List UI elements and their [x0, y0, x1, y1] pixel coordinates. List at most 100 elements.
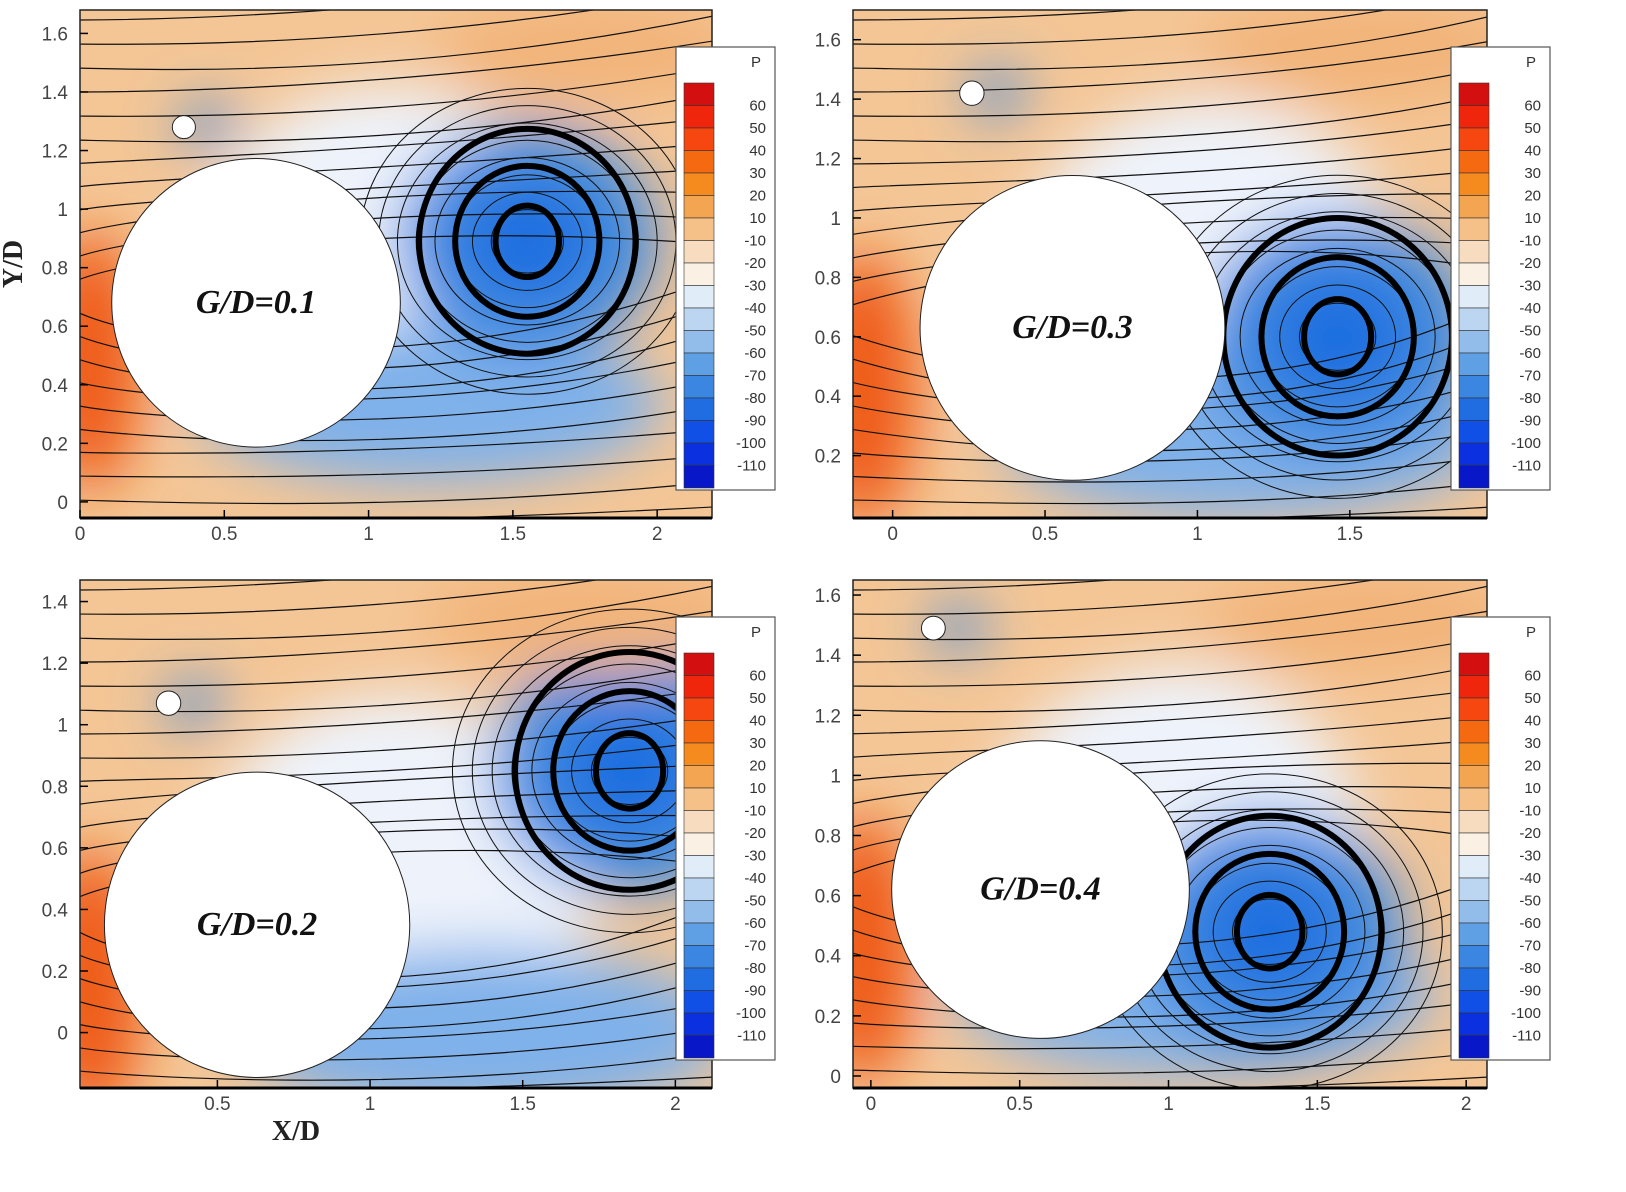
small-cylinder — [171, 115, 196, 140]
stagnation-high-pressure — [853, 251, 917, 518]
colorbar-title: P — [1526, 54, 1536, 71]
colorbar-title: P — [751, 624, 761, 641]
colorbar-level-label: -40 — [1519, 870, 1541, 887]
y-tick-label: 0.2 — [42, 962, 68, 983]
x-tick-label: 0.5 — [1032, 524, 1058, 545]
streamline-loop — [590, 736, 669, 805]
x-tick-label: 1 — [365, 1094, 376, 1115]
y-tick-label: 0 — [57, 493, 68, 514]
streamline — [80, 714, 712, 759]
y-tick-label: 0.6 — [815, 887, 841, 908]
vortex-loops — [1155, 812, 1385, 1051]
colorbar-swatch — [683, 150, 715, 174]
colorbar-swatch — [1458, 900, 1490, 924]
y-tick-label: 1 — [830, 209, 841, 230]
y-tick-label: 1 — [57, 716, 68, 737]
colorbar-swatch — [1458, 240, 1490, 264]
vortex-closed-streamline — [1258, 254, 1417, 420]
y-axis-label: Y/D — [0, 240, 29, 288]
colorbar-swatch — [683, 82, 715, 106]
gap-ratio-label: G/D=0.2 — [197, 906, 317, 943]
x-tick-label: 1 — [363, 524, 374, 545]
colorbar-level-label: -90 — [744, 983, 766, 1000]
colorbar-swatch — [683, 742, 715, 766]
streamline — [853, 580, 1120, 591]
colorbar-level-label: -110 — [1512, 1028, 1541, 1045]
colorbar-level-label: -110 — [737, 1028, 766, 1045]
colorbar-level-label: 50 — [749, 120, 766, 137]
panel-4: G/D=0.40 0.5 1 1.5 200.20.40.60.811.21.41.6P… — [815, 579, 1551, 1115]
colorbar-swatch — [683, 442, 715, 466]
colorbar-swatch — [1458, 720, 1490, 744]
y-tick-label: 0.8 — [815, 268, 841, 289]
colorbar-level-label: 10 — [749, 780, 766, 797]
colorbar-swatch — [1458, 832, 1490, 856]
colorbar-level-label: 30 — [749, 165, 766, 182]
streamline-loop — [1279, 284, 1397, 390]
colorbar-level-label: 60 — [1524, 668, 1541, 685]
streamline — [1206, 1076, 1487, 1088]
colorbar-level-label: -80 — [744, 390, 766, 407]
colorbar-level-label: -50 — [744, 893, 766, 910]
colorbar-level-label: -60 — [744, 915, 766, 932]
colorbar-swatch — [1458, 442, 1490, 466]
colorbar-level-label: -100 — [736, 1005, 766, 1022]
colorbar-level-label: -80 — [1519, 390, 1541, 407]
colorbar-level-label: 40 — [1524, 143, 1541, 160]
colorbar-swatch — [683, 195, 715, 219]
y-tick-label: 1.6 — [815, 586, 841, 607]
colorbar-level-label: 50 — [1524, 120, 1541, 137]
vortex-closed-streamline — [1301, 296, 1375, 378]
colorbar-level-label: -40 — [744, 870, 766, 887]
streamline — [80, 663, 712, 713]
upper-high-pressure — [433, 10, 712, 101]
vortex-closed-streamline — [1233, 891, 1306, 972]
streamline — [80, 93, 712, 143]
vortex-closed-streamline — [592, 730, 667, 812]
colorbar-swatch — [683, 465, 715, 489]
y-tick-label: 0.4 — [815, 947, 842, 968]
vortex-loops — [416, 125, 639, 357]
streamline-loop — [396, 122, 658, 361]
streamline-loop — [531, 681, 712, 860]
colorbar-swatch — [683, 172, 715, 196]
colorbar-level-label: -50 — [1519, 323, 1541, 340]
colorbar-swatch — [1458, 307, 1490, 331]
colorbar-level-label: 50 — [749, 690, 766, 707]
y-tick-label: 1 — [57, 200, 68, 221]
colorbar-swatch — [1458, 652, 1490, 676]
colorbar-swatch — [683, 397, 715, 421]
streamline — [853, 1025, 1487, 1050]
gap-ratio-label: G/D=0.4 — [980, 871, 1100, 908]
streamline-loop — [491, 645, 712, 897]
colorbar-level-label: 30 — [749, 735, 766, 752]
y-tick-label: 1.2 — [42, 142, 68, 163]
colorbar-level-label: -70 — [744, 938, 766, 955]
main-cylinder — [891, 740, 1190, 1039]
streamline — [853, 143, 1487, 189]
gap-ratio-label: G/D=0.3 — [1012, 309, 1132, 346]
x-tick-label: 1 — [1192, 524, 1203, 545]
streamline — [853, 610, 1487, 663]
colorbar-swatch — [1458, 877, 1490, 901]
streamline-loop — [1239, 247, 1436, 426]
colorbar-swatch — [1458, 82, 1490, 106]
colorbar-swatch — [683, 832, 715, 856]
streamline — [424, 506, 712, 518]
colorbar-level-label: -70 — [1519, 938, 1541, 955]
small-cylinder — [959, 80, 985, 106]
colorbar-level-label: -80 — [744, 960, 766, 977]
colorbar-swatch — [683, 765, 715, 789]
streamline — [80, 481, 712, 505]
vortex-closed-streamline — [1192, 850, 1348, 1013]
y-tick-label: 1.2 — [815, 150, 841, 171]
colorbar: P 60 50 40 30 20 10 -10 -20 -30 -40 -50 -60 -70 -80 -90… — [675, 616, 776, 1061]
contour-field — [853, 10, 1487, 518]
streamline — [80, 117, 712, 164]
colorbar-level-label: 10 — [749, 210, 766, 227]
colorbar-level-label: -90 — [1519, 413, 1541, 430]
contour-field — [80, 10, 712, 518]
colorbar-level-label: -10 — [744, 803, 766, 820]
streamline — [80, 10, 597, 45]
streamline — [853, 10, 1389, 45]
